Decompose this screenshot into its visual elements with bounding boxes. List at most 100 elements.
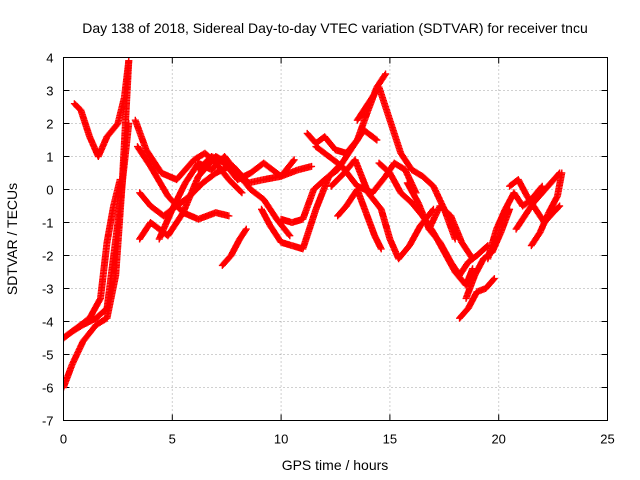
- series-markers: [545, 193, 561, 215]
- series-markers: [289, 216, 305, 226]
- y-tick-label: -6: [42, 381, 54, 396]
- series-markers: [371, 233, 385, 252]
- series-markers: [261, 197, 280, 222]
- series-markers: [352, 157, 372, 195]
- series-markers: [213, 209, 231, 220]
- series-track-3: [63, 176, 124, 342]
- series-markers: [221, 160, 241, 182]
- series-markers: [143, 147, 165, 176]
- series-markers: [196, 209, 218, 223]
- series-markers: [248, 160, 267, 176]
- series-markers: [159, 170, 179, 183]
- series-markers: [94, 315, 110, 328]
- series-markers: [226, 177, 245, 196]
- series-track-24: [484, 182, 546, 263]
- series-markers: [228, 236, 243, 258]
- series-markers: [437, 203, 454, 219]
- y-tick-label: 4: [46, 51, 53, 66]
- series-markers: [103, 204, 117, 245]
- series-markers: [248, 186, 267, 202]
- series-markers: [180, 174, 202, 215]
- axis-ticks: 0 5 10 15 20 25 -7 -6 -5 -4 -3 -2 -1 0 1 2 3 4: [42, 51, 615, 447]
- series-markers: [182, 160, 202, 186]
- series-markers: [537, 210, 552, 235]
- series-markers: [237, 226, 249, 242]
- series-markers: [219, 253, 234, 268]
- series-markers: [132, 118, 150, 152]
- series-markers: [326, 153, 345, 169]
- series-markers: [97, 240, 111, 301]
- series-markers: [398, 150, 415, 172]
- series-markers: [299, 207, 319, 251]
- series-track-17: [334, 186, 385, 253]
- x-tick-label: 0: [60, 432, 67, 447]
- series-markers: [137, 190, 154, 209]
- y-tick-label: 0: [46, 183, 53, 198]
- series-markers: [539, 180, 554, 196]
- series-markers: [406, 223, 424, 248]
- series-markers: [261, 160, 284, 179]
- y-tick-label: -3: [42, 282, 54, 297]
- series-markers: [409, 167, 425, 179]
- series-markers: [376, 85, 393, 123]
- series-markers: [93, 305, 110, 321]
- series-markers: [404, 180, 421, 205]
- series-markers: [386, 118, 404, 156]
- series-markers: [69, 339, 86, 367]
- series-markers: [354, 187, 369, 215]
- series-track-8: [136, 153, 298, 243]
- series-markers: [456, 259, 471, 278]
- series-track-26: [512, 169, 564, 233]
- series-markers: [322, 167, 340, 183]
- x-axis-label: GPS time / hours: [282, 457, 389, 473]
- series-markers: [447, 213, 465, 245]
- series-markers: [474, 285, 488, 295]
- series-markers: [110, 177, 124, 208]
- series-markers: [71, 101, 84, 113]
- series-markers: [471, 256, 487, 278]
- series-markers: [148, 203, 166, 219]
- series-markers: [354, 108, 372, 143]
- series-markers: [513, 213, 528, 232]
- series-markers: [86, 296, 104, 321]
- series-markers: [387, 170, 404, 195]
- series-markers: [378, 207, 393, 242]
- y-tick-label: -2: [42, 249, 54, 264]
- series-markers: [235, 170, 253, 183]
- series-markers: [463, 266, 476, 288]
- series-markers: [169, 180, 189, 212]
- series-markers: [456, 305, 471, 321]
- series-markers: [484, 227, 500, 261]
- y-tick-label: 3: [46, 84, 53, 99]
- series-markers: [200, 170, 219, 186]
- x-tick-label: 5: [169, 432, 176, 447]
- series-markers: [398, 190, 415, 206]
- y-tick-label: 1: [46, 150, 53, 165]
- series-track-22: [456, 275, 498, 322]
- series-track-11: [194, 153, 316, 184]
- series-markers: [361, 127, 380, 143]
- y-tick-label: -5: [42, 348, 54, 363]
- series-markers: [279, 166, 301, 180]
- series-track-10: [218, 225, 250, 269]
- series-markers: [63, 362, 76, 390]
- series-markers: [274, 216, 293, 239]
- series-markers: [299, 187, 317, 222]
- series-markers: [156, 207, 176, 242]
- series-markers: [354, 101, 371, 123]
- plot-frame: [63, 57, 608, 421]
- series-track-9: [155, 153, 294, 243]
- series-markers: [343, 137, 360, 156]
- series-markers: [328, 170, 347, 189]
- series-markers: [483, 276, 497, 291]
- series-markers: [459, 240, 476, 262]
- x-tick-label: 15: [383, 432, 397, 447]
- series-markers: [278, 239, 295, 249]
- series-markers: [515, 177, 530, 199]
- series-markers: [209, 153, 227, 166]
- series-markers: [95, 134, 110, 159]
- series-track-16: [327, 156, 437, 263]
- series-markers: [426, 203, 443, 232]
- chart-title: Day 138 of 2018, Sidereal Day-to-day VTE…: [82, 20, 588, 36]
- series-markers: [369, 173, 389, 196]
